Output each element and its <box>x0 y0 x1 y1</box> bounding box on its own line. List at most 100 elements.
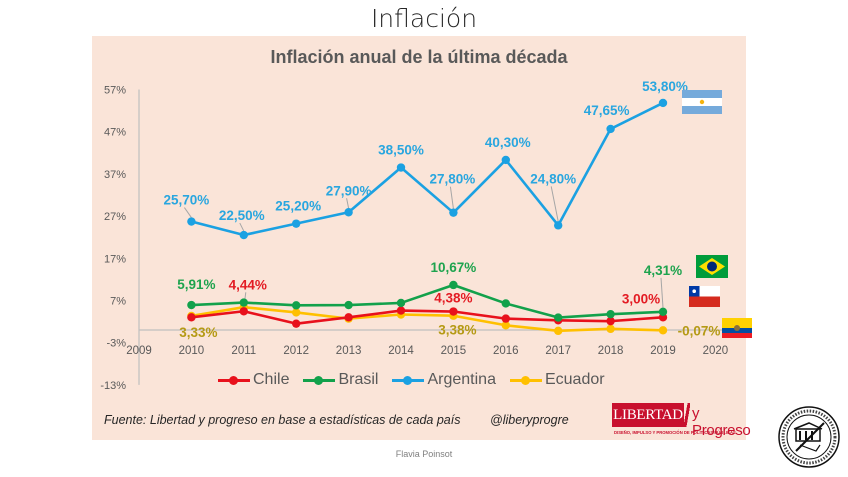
x-tick-label: 2020 <box>703 345 729 357</box>
legend-item-chile: Chile <box>218 371 289 389</box>
brasil-point <box>449 280 458 290</box>
legend-item-ecuador: Ecuador <box>509 371 605 389</box>
ecuador-point <box>501 321 510 330</box>
legend-swatch <box>509 373 542 387</box>
legend-marker <box>229 375 238 385</box>
chile-point <box>239 307 248 316</box>
brasil-point <box>239 298 248 307</box>
legend-marker <box>520 375 530 385</box>
brasil-point <box>292 301 301 310</box>
brasil-point <box>606 309 615 319</box>
brasil-point <box>344 300 353 310</box>
legend-marker <box>314 375 324 385</box>
chile-point <box>606 316 615 326</box>
x-tick-label: 2014 <box>388 345 414 357</box>
leader-line <box>183 207 192 218</box>
chile-line <box>191 309 664 325</box>
data-label-ecuador: 3,33% <box>179 325 217 340</box>
slide-title: Inflación <box>370 4 478 33</box>
leader-line <box>660 277 664 308</box>
legend-marker <box>403 375 413 385</box>
author-name: Flavia Poinsot <box>395 449 453 459</box>
data-label-argentina: 24,80% <box>530 171 576 186</box>
libertad-y-progreso-logo: LIBERTAD y Progreso DISEÑO, IMPULSO Y PR… <box>612 403 751 439</box>
chile-flag-icon <box>689 286 720 307</box>
data-label-argentina: 27,90% <box>326 183 372 198</box>
ecuador-line <box>191 305 664 333</box>
data-label-ecuador: -0,07% <box>678 323 721 338</box>
legend-swatch <box>218 373 250 387</box>
y-tick-label: -3% <box>106 338 126 350</box>
brasil-line <box>191 283 664 319</box>
data-label-ecuador: 3,38% <box>438 323 476 338</box>
chart-legend: Chile Brasil Argentina Ecuador <box>218 370 605 390</box>
ecuador-point <box>658 326 668 335</box>
brasil-point <box>554 313 563 322</box>
data-labels: 25,70% 22,50% 25,20% 27,90% 38,50% 27,80% 40,3… <box>164 79 721 340</box>
logo-secondary: y Progreso <box>692 405 751 439</box>
data-label-argentina: 47,65% <box>584 103 630 118</box>
logo-slash <box>684 403 690 427</box>
x-tick-label: 2010 <box>179 345 205 357</box>
chile-point <box>344 313 353 322</box>
series-brasil <box>187 280 668 322</box>
argentina-flag-icon <box>682 90 722 114</box>
brasil-point <box>658 307 668 317</box>
chile-point <box>292 319 301 328</box>
legend-item-brasil: Brasil <box>303 371 378 389</box>
data-label-brasil: 10,67% <box>431 260 477 275</box>
logo-main: LIBERTAD <box>612 403 684 427</box>
y-tick-label: 47% <box>104 127 126 139</box>
ecuador-point <box>292 308 301 317</box>
argentina-point <box>292 219 301 228</box>
leader-line <box>239 222 245 232</box>
data-label-chile: 4,38% <box>434 291 472 306</box>
data-label-argentina: 27,80% <box>430 172 476 187</box>
data-label-argentina: 53,80% <box>642 79 688 94</box>
data-label-argentina: 25,70% <box>164 193 210 208</box>
data-label-brasil: 5,91% <box>177 277 215 292</box>
series-group <box>187 98 668 336</box>
brasil-point <box>396 298 406 308</box>
x-tick-label: 2011 <box>231 345 256 357</box>
argentina-point <box>658 98 668 108</box>
legend-item-argentina: Argentina <box>392 371 496 389</box>
legend-label: Argentina <box>427 371 496 388</box>
y-tick-label: 7% <box>110 295 126 307</box>
legend-label: Brasil <box>338 371 379 388</box>
legend-swatch <box>392 373 425 387</box>
brasil-point <box>187 300 196 310</box>
leader-line <box>550 186 559 222</box>
logo-tagline: DISEÑO, IMPULSO Y PROMOCIÓN DE POLÍTICAS… <box>614 430 736 435</box>
argentina-point <box>239 230 248 240</box>
argentina-point <box>606 124 615 134</box>
data-label-argentina: 25,20% <box>275 199 321 214</box>
x-tick-label: 2009 <box>126 345 152 357</box>
argentina-point <box>501 155 510 165</box>
university-seal-icon <box>778 406 840 468</box>
argentina-point <box>187 217 196 226</box>
y-tick-label: 57% <box>104 84 126 96</box>
data-label-argentina: 38,50% <box>378 143 424 158</box>
chile-point <box>449 307 458 316</box>
ecuador-flag-icon <box>722 318 752 338</box>
x-tick-label: 2016 <box>493 345 519 357</box>
y-tick-label: 37% <box>104 169 126 181</box>
argentina-point <box>554 221 563 230</box>
y-tick-label: -13% <box>100 380 126 392</box>
data-label-brasil: 4,31% <box>644 263 682 278</box>
leader-line <box>346 198 350 209</box>
x-tick-label: 2012 <box>283 345 309 357</box>
brasil-point <box>501 299 510 308</box>
chart-title: Inflación anual de la última década <box>270 47 568 67</box>
x-tick-label: 2019 <box>650 345 676 357</box>
source-note: Fuente: Libertad y progreso en base a es… <box>104 413 461 427</box>
ecuador-point <box>554 326 563 336</box>
legend-swatch <box>303 373 336 387</box>
argentina-line <box>191 101 664 237</box>
chile-point <box>396 306 406 315</box>
x-tick-label: 2017 <box>545 345 571 357</box>
chile-point <box>187 313 196 322</box>
brazil-flag-icon <box>696 255 728 278</box>
